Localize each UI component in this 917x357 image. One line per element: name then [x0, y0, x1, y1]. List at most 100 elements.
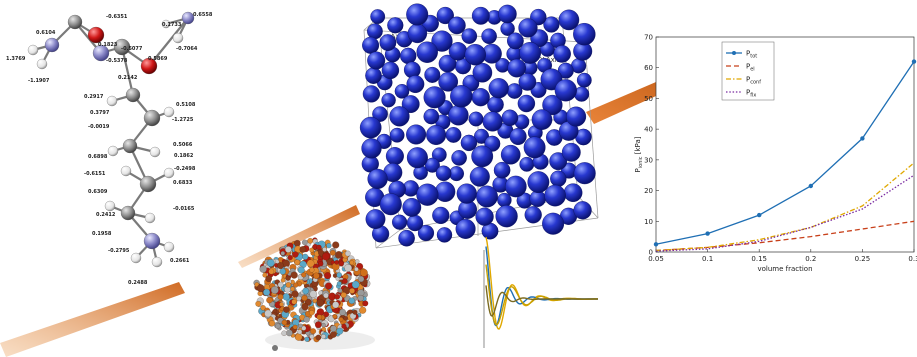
cluster-atom: [344, 250, 351, 257]
cluster-atom: [349, 260, 355, 265]
particle-sphere: [566, 106, 587, 127]
legend-label-tot: Ptot: [746, 50, 757, 60]
hydrogen-atom: [27, 44, 39, 56]
atom-charge-label: 0.6104: [36, 30, 56, 36]
cluster-atom: [296, 296, 302, 302]
hydrogen-atom: [130, 252, 142, 264]
cluster-atom: [336, 281, 342, 287]
cluster-atom: [351, 280, 360, 289]
cluster-atom: [318, 261, 324, 267]
cluster-atom: [352, 309, 358, 315]
particle-sphere: [558, 9, 580, 31]
cluster-atom: [341, 323, 347, 329]
hydrogen-atom: [163, 241, 175, 253]
particle-sphere: [436, 227, 453, 243]
particle-sphere: [389, 106, 410, 127]
cluster-atom: [349, 287, 355, 294]
particle-sphere: [445, 126, 462, 143]
particle-sphere: [365, 67, 382, 84]
cluster-atom: [316, 299, 324, 307]
cluster-atom: [301, 295, 308, 302]
particle-sphere: [406, 3, 429, 26]
particle-sphere: [406, 75, 425, 94]
atom-charge-label: 0.6558: [193, 12, 213, 18]
cluster-atom: [262, 272, 268, 278]
carbon-atom: [143, 109, 161, 127]
particle-sphere: [402, 197, 422, 217]
particle-sphere: [370, 9, 386, 25]
particle-sphere: [542, 94, 563, 116]
hydrogen-atom: [151, 256, 163, 268]
y-tick-label: 10: [644, 218, 653, 226]
particle-sphere: [495, 205, 518, 228]
particle-sphere: [365, 209, 386, 230]
cluster-atom: [264, 309, 272, 318]
cluster-atom: [336, 272, 342, 278]
pressure-line-chart: 0.05 0.1 0.15 0.2 0.25 0.3 0 10 20 30 40 50 60 70 volu…: [634, 34, 917, 274]
particle-sphere: [464, 44, 486, 66]
particle-sphere: [553, 45, 571, 63]
cluster-atom: [268, 320, 276, 327]
carbon-atom: [122, 138, 138, 154]
cluster-atom: [334, 294, 340, 300]
carbon-atom: [113, 38, 131, 56]
cluster-atom: [316, 244, 322, 250]
atom-charge-label: 1.3769: [6, 56, 26, 62]
particle-sphere: [456, 183, 477, 204]
legend-label-el: Pel: [746, 63, 755, 73]
atom-charge-label: 0.3797: [90, 110, 110, 116]
cluster-atom: [282, 293, 290, 301]
cluster-atom: [330, 325, 337, 332]
legend-label-fix: Pfix: [746, 89, 756, 99]
x-tick-label: 0.25: [855, 255, 871, 263]
cluster-atom: [292, 251, 299, 258]
cluster-atom: [348, 297, 355, 304]
particle-sphere: [434, 181, 456, 202]
cluster-atom: [277, 294, 284, 300]
cluster-atom: [354, 267, 359, 272]
nitrogen-atom: [92, 44, 110, 62]
osc-curve: [485, 236, 598, 330]
atom-charge-label: -0.5077: [121, 46, 143, 52]
cluster-atom: [322, 252, 330, 261]
chart-legend: [721, 41, 775, 101]
particle-sphere: [501, 109, 519, 127]
x-axis-label: volume fraction: [757, 265, 812, 273]
series-point-tot: [757, 212, 762, 218]
cluster-atom: [316, 314, 323, 320]
molecular-cluster: [253, 237, 375, 351]
damped-oscillation-curves: [483, 236, 598, 348]
cluster-atom: [306, 259, 315, 268]
cluster-atom: [294, 333, 303, 341]
cluster-atom: [301, 239, 308, 246]
particle-sphere: [423, 86, 446, 109]
atom-charge-label: 0.1862: [174, 153, 194, 159]
cluster-atom: [303, 316, 310, 323]
series-point-tot: [705, 231, 710, 236]
atom-charge-label: -0.6151: [84, 171, 106, 177]
particle-sphere: [471, 88, 490, 107]
particle-sphere: [394, 84, 410, 99]
particle-sphere: [379, 193, 402, 216]
legend-marker: [732, 51, 736, 55]
cluster-atom: [302, 287, 310, 295]
cluster-atom: [329, 250, 336, 256]
particle-sphere: [519, 42, 541, 64]
particle-sphere: [367, 168, 388, 189]
particle-sphere: [436, 6, 454, 25]
atom-charge-label: 0.6898: [88, 154, 108, 160]
cluster-atom: [336, 327, 344, 335]
particle-sphere: [504, 175, 527, 198]
cluster-atom: [360, 268, 368, 277]
particle-sphere: [431, 30, 453, 52]
particle-sphere: [497, 192, 512, 208]
cluster-atom: [334, 260, 339, 265]
atom-charge-label: -0.7064: [176, 46, 198, 52]
cluster-atom: [293, 240, 301, 247]
y-tick-label: 30: [644, 156, 653, 164]
y-tick-label: 60: [644, 64, 653, 72]
cluster-atom: [332, 314, 338, 319]
particle-sphere: [432, 206, 450, 224]
cluster-atom: [284, 246, 292, 253]
